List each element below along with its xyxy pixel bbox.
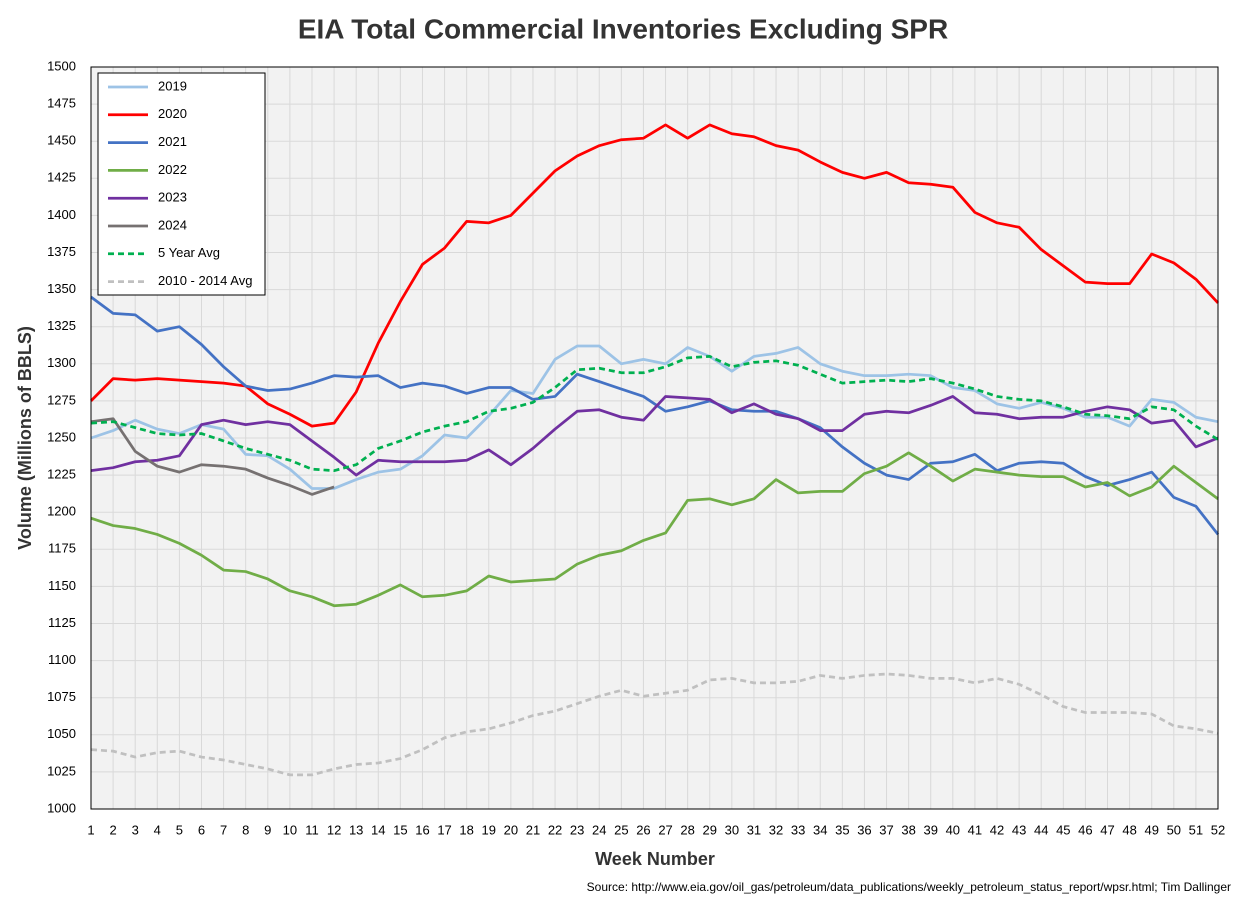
plot-border [90,66,1219,810]
x-tick-label: 46 [1078,822,1092,837]
y-tick-label: 1450 [47,133,76,148]
y-tick-label: 1100 [48,652,76,667]
x-tick-label: 29 [703,822,717,837]
x-tick-label: 25 [614,822,628,837]
legend-label: 2024 [158,217,187,232]
x-tick-label: 50 [1167,822,1181,837]
x-tick-label: 47 [1100,822,1114,837]
x-tick-label: 49 [1144,822,1158,837]
x-tick-label: 31 [747,822,761,837]
y-tick-label: 1050 [47,726,76,741]
x-tick-label: 27 [658,822,672,837]
data-line [90,295,1220,536]
x-tick-label: 48 [1122,822,1136,837]
y-tick-label: 1225 [47,467,76,482]
x-tick-label: 22 [548,822,562,837]
legend-label: 2020 [158,106,187,121]
y-tick-label: 1150 [48,578,76,593]
source-note: Source: http://www.eia.gov/oil_gas/petro… [587,880,1231,894]
x-tick-label: 3 [132,822,139,837]
x-tick-label: 33 [791,822,805,837]
x-tick-label: 12 [327,822,341,837]
x-tick-label: 23 [570,822,584,837]
x-tick-label: 34 [813,822,827,837]
x-tick-label: 17 [437,822,451,837]
x-tick-label: 38 [901,822,915,837]
x-tick-label: 41 [968,822,982,837]
x-tick-label: 35 [835,822,849,837]
y-tick-label: 1375 [47,244,76,259]
legend-box [97,72,266,296]
x-tick-label: 7 [220,822,227,837]
x-tick-label: 11 [305,822,319,837]
x-tick-label: 10 [283,822,297,837]
x-tick-label: 6 [198,822,205,837]
data-line [90,344,1219,490]
legend-label: 2010 - 2014 Avg [158,273,252,288]
data-line [90,672,1219,777]
x-tick-label: 2 [109,822,116,837]
y-tick-label: 1075 [47,689,76,704]
legend-label: 2019 [158,78,187,93]
x-tick-label: 8 [242,822,249,837]
y-tick-label: 1400 [47,207,76,222]
y-axis-label: Volume (Millions of BBLS) [15,326,35,550]
x-tick-label: 28 [680,822,694,837]
x-tick-label: 52 [1211,822,1225,837]
x-tick-label: 36 [857,822,871,837]
legend-label: 2023 [158,190,187,205]
x-tick-label: 24 [592,822,606,837]
y-tick-label: 1350 [47,281,76,296]
x-tick-label: 39 [923,822,937,837]
x-tick-label: 45 [1056,822,1070,837]
y-tick-label: 1025 [47,763,76,778]
x-tick-label: 40 [946,822,960,837]
x-tick-label: 26 [636,822,650,837]
y-tick-label: 1500 [47,58,76,73]
x-tick-label: 5 [176,822,183,837]
data-line [90,355,1219,473]
x-tick-label: 37 [879,822,893,837]
x-tick-label: 43 [1012,822,1026,837]
y-tick-label: 1325 [47,318,76,333]
x-tick-label: 9 [264,822,271,837]
y-tick-label: 1175 [48,541,76,556]
x-tick-label: 1 [87,822,94,837]
y-tick-label: 1250 [47,429,76,444]
legend-label: 2021 [158,134,187,149]
y-tick-label: 1300 [47,355,76,370]
y-tick-label: 1275 [47,392,76,407]
x-tick-label: 20 [504,822,518,837]
y-tick-label: 1200 [47,504,76,519]
legend-label: 5 Year Avg [158,245,220,260]
x-tick-label: 51 [1189,822,1203,837]
x-tick-label: 13 [349,822,363,837]
x-tick-label: 19 [482,822,496,837]
x-tick-label: 44 [1034,822,1048,837]
x-tick-label: 30 [725,822,739,837]
x-tick-label: 18 [459,822,473,837]
x-axis-label: Week Number [595,849,715,869]
data-line [90,123,1220,428]
y-tick-label: 1125 [48,615,76,630]
data-line [90,417,335,496]
y-tick-label: 1475 [47,96,76,111]
x-tick-label: 4 [154,822,161,837]
x-tick-label: 42 [990,822,1004,837]
y-tick-label: 1425 [47,170,76,185]
data-line [90,395,1219,477]
y-tick-label: 1000 [47,800,76,815]
x-tick-label: 21 [526,822,540,837]
x-tick-label: 16 [415,822,429,837]
x-tick-label: 14 [371,822,385,837]
legend-label: 2022 [158,162,187,177]
x-tick-label: 32 [769,822,783,837]
x-tick-label: 15 [393,822,407,837]
chart-title: EIA Total Commercial Inventories Excludi… [298,13,948,44]
data-line [90,451,1219,608]
